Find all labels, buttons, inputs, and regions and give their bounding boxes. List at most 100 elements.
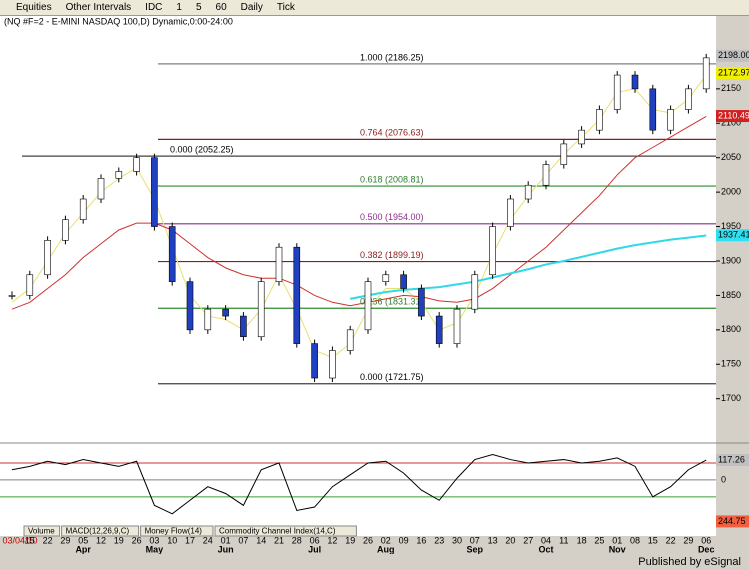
x-tick-label: 17 — [185, 535, 195, 545]
candle — [97, 178, 105, 200]
y-tick-label: 1800 — [721, 324, 741, 334]
indicator-tag-label: 244.75 — [718, 516, 746, 526]
candle — [62, 219, 69, 241]
candle — [578, 129, 585, 145]
candle — [26, 274, 34, 296]
toolbar-button[interactable]: Other Intervals — [65, 2, 132, 13]
x-tick-label: 06 — [310, 535, 320, 545]
price-tag-label: 1937.41 — [718, 230, 749, 240]
price-tag — [716, 229, 749, 242]
tab[interactable] — [140, 525, 214, 537]
candle — [507, 198, 514, 227]
indicator-tag — [716, 454, 749, 467]
x-tick-label: 05 — [78, 535, 88, 545]
x-tick-label: 10 — [167, 535, 177, 545]
x-tick-label: 21 — [274, 535, 284, 545]
candle — [489, 226, 496, 276]
x-tick-label: 01 — [221, 535, 231, 545]
x-tick-label: 12 — [327, 535, 337, 545]
x-tick-label: 06 — [701, 535, 711, 545]
tab[interactable] — [61, 525, 140, 537]
y-tick-label: 1700 — [721, 393, 741, 403]
candle — [560, 143, 568, 165]
tab-label[interactable]: Volume — [28, 527, 55, 536]
candle — [667, 109, 674, 131]
level-label: 0.764 (2076.63) — [360, 128, 424, 138]
toolbar-button[interactable]: 5 — [195, 2, 202, 13]
x-tick-label: 13 — [488, 535, 498, 545]
candle — [435, 315, 443, 344]
footer: Published by eSignal — [638, 556, 741, 568]
candle — [649, 88, 657, 131]
x-tick-label: 23 — [434, 535, 444, 545]
x-tick-label: 22 — [43, 535, 53, 545]
candle — [115, 171, 123, 179]
toolbar-button[interactable]: Tick — [276, 2, 295, 13]
candle — [418, 288, 425, 317]
x-tick-label: 15 — [25, 535, 35, 545]
price-tag — [716, 67, 749, 80]
candle — [133, 157, 140, 172]
x-tick-label: 24 — [203, 535, 213, 545]
y-tick-label: 1850 — [721, 290, 741, 300]
tab-label[interactable]: Commodity Channel Index(14,C) — [219, 527, 336, 536]
candle — [329, 350, 336, 379]
indicator-tag-label: 117.26 — [718, 454, 745, 464]
level-label: 0.236 (1831.31) — [360, 297, 424, 307]
price-tag — [716, 49, 749, 62]
chart-title: (NQ #F=2 - E-MINI NASDAQ 100,D) Dynamic,… — [4, 16, 233, 26]
axis-bg — [716, 16, 749, 536]
cci-line — [11, 453, 707, 515]
x-month-label: Sep — [467, 544, 484, 554]
y-tick-label: 1950 — [721, 221, 741, 231]
candle — [151, 157, 158, 227]
x-tick-label: 09 — [399, 535, 409, 545]
candle — [240, 315, 247, 338]
x-tick-label: 04 — [541, 535, 551, 545]
price-tag-label: 2172.97 — [718, 67, 749, 77]
x-tick-label: 27 — [523, 535, 533, 545]
x-tick-label: 08 — [630, 535, 640, 545]
toolbar-button[interactable]: 60 — [215, 2, 227, 13]
toolbar-button[interactable]: Equities — [16, 2, 52, 13]
tab[interactable] — [23, 525, 61, 537]
moving-average — [11, 74, 707, 358]
x-tick-label: 26 — [363, 535, 373, 545]
candle — [275, 246, 283, 282]
price-tag-label: 2110.49 — [718, 110, 749, 120]
x-tick-label: 29 — [60, 535, 70, 545]
x-tick-label: 15 — [648, 535, 658, 545]
candle — [186, 281, 194, 331]
toolbar: Equities Other Intervals IDC 1 5 60 Daily Tick — [0, 0, 749, 16]
x-tick-label: 14 — [256, 535, 266, 545]
candle — [204, 308, 212, 331]
x-month-label: Jul — [308, 544, 321, 554]
x-tick-label: 18 — [577, 535, 587, 545]
toolbar-button[interactable]: 1 — [176, 2, 182, 13]
x-tick-label: 28 — [292, 535, 302, 545]
tab[interactable] — [214, 525, 357, 537]
candle — [168, 226, 176, 282]
x-tick-label: 01 — [612, 535, 622, 545]
candle — [364, 281, 372, 331]
x-tick-label: 07 — [238, 535, 248, 545]
x-tick-label: 30 — [452, 535, 462, 545]
x-tick-label: 03 — [149, 535, 159, 545]
plot-bg — [0, 16, 716, 536]
x-tick-label: 11 — [559, 535, 568, 545]
y-tick-label: 2050 — [721, 152, 741, 162]
x-tick-label: 12 — [96, 535, 106, 545]
x-tick-label: 22 — [666, 535, 676, 545]
candle — [685, 88, 692, 110]
level-label: 0.500 (1954.00) — [360, 212, 424, 222]
tab-label[interactable]: MACD(12,26,9,C) — [66, 527, 130, 536]
x-month-label: Aug — [377, 544, 395, 554]
x-tick-label: 02 — [381, 535, 391, 545]
moving-average — [350, 234, 707, 300]
toolbar-button[interactable]: Daily — [240, 2, 263, 13]
x-tick-label: 20 — [505, 535, 515, 545]
x-month-label: Apr — [75, 544, 91, 554]
x-tick-label: 03/04/10 — [2, 535, 37, 545]
tab-label[interactable]: Money Flow(14) — [145, 527, 203, 536]
toolbar-button[interactable]: IDC — [145, 2, 163, 13]
